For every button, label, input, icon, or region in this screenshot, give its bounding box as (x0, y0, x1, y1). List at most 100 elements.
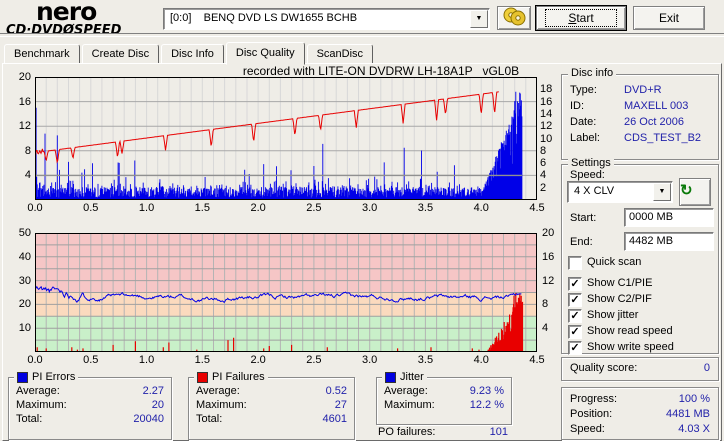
stats-label: Total: (196, 413, 223, 425)
nero-logo-text: nero (36, 0, 97, 26)
axis-tick: 16 (540, 95, 553, 108)
axis-tick: 3.0 (362, 202, 378, 214)
axis-tick: 4 (542, 322, 549, 335)
progress-label: Progress: (570, 392, 618, 405)
tab-benchmark[interactable]: Benchmark (4, 44, 80, 64)
progress-value: 4481 MB (665, 407, 710, 420)
end-position-field[interactable]: 4482 MB (624, 232, 714, 251)
axis-tick: 4 (540, 169, 547, 182)
stats-box-title-text: PI Failures (212, 371, 265, 383)
disc-info-group: Disc info Type: DVD+R ID: MAXELL 003 Date: 26… (561, 67, 719, 160)
stats-row: Maximum: 12.2 % (377, 398, 511, 412)
checkbox-show-c1-pie[interactable]: ✓ Show C1/PIE (568, 276, 718, 292)
stats-value: 0.52 (325, 385, 347, 397)
disc-info-row: ID: MAXELL 003 (562, 100, 718, 116)
speed-select-value: 4 X CLV (574, 185, 615, 197)
tab-scandisc[interactable]: ScanDisc (306, 44, 374, 64)
logo-slash-icon: Ø (62, 23, 74, 38)
chart-title: recorded with LITE-ON DVDRW LH-18A1P vGL… (242, 64, 520, 78)
start-button[interactable]: Start (536, 6, 626, 30)
logo-cddvd: CD·DVD (6, 23, 63, 38)
axis-tick: 16 (542, 250, 555, 263)
stats-box-pi-failures: PI Failures Average: 0.52 Maximum: 27 Total: 4… (188, 371, 355, 440)
stats-label: Average: (384, 385, 428, 397)
stats-value: 20040 (133, 413, 164, 425)
axis-tick: 14 (540, 107, 553, 120)
chevron-down-icon[interactable]: ▼ (470, 10, 488, 28)
start-position-label: Start: (570, 212, 597, 224)
checkbox-box[interactable]: ✓ (568, 309, 582, 323)
axis-tick: 0.5 (83, 354, 99, 366)
speed-select[interactable]: 4 X CLV ▼ (567, 181, 673, 203)
axis-tick: 8 (540, 144, 547, 157)
axis-tick: 0.0 (27, 202, 43, 214)
progress-label: Position: (570, 407, 613, 420)
progress-row: Position: 4481 MB (562, 406, 718, 421)
disc-info-row: Date: 26 Oct 2006 (562, 116, 718, 132)
jitter-chart-x-axis: 0.0 0.5 1.0 1.5 2.0 2.5 3.0 3.5 4.0 4.5 (27, 354, 555, 367)
axis-tick: 20 (542, 227, 555, 239)
legend-color-swatch (197, 371, 208, 383)
axis-tick: 6 (540, 157, 547, 170)
exit-button[interactable]: Exit (633, 6, 705, 30)
axis-tick: 8 (24, 144, 31, 157)
chevron-down-icon[interactable]: ▼ (653, 183, 671, 201)
axis-tick: 20 (18, 298, 31, 311)
logo-speed: SPEED (73, 23, 122, 38)
checkbox-show-write-speed[interactable]: ✓ Show write speed (568, 340, 718, 356)
checkbox-show-read-speed[interactable]: ✓ Show read speed (568, 324, 718, 340)
axis-tick: 1.0 (138, 202, 155, 214)
progress-box: Progress: 100 % Position: 4481 MB Speed: 4.03… (561, 387, 719, 440)
checkbox-box[interactable]: ✓ (568, 341, 582, 355)
quality-score-box: Quality score: 0 (561, 357, 719, 381)
checkbox-label: Show C2/PIF (587, 293, 652, 305)
stats-value: 12.2 % (469, 399, 504, 411)
axis-tick: 18 (540, 83, 553, 96)
checkbox-quick-scan[interactable]: Quick scan (568, 255, 718, 271)
drive-select[interactable]: [0:0] BENQ DVD LS DW1655 BCHB ▼ (163, 8, 490, 30)
po-failures-value: 101 (489, 426, 508, 438)
speed-label: Speed: (570, 169, 605, 181)
checkbox-label: Show C1/PIE (587, 277, 653, 289)
checkbox-box[interactable] (568, 256, 582, 270)
stats-row: Average: 2.27 (9, 384, 171, 398)
disc-info-button[interactable] (497, 6, 531, 30)
disc-info-label: ID: (570, 100, 585, 112)
stats-row: Total: 20040 (9, 412, 171, 426)
axis-tick: 8 (542, 298, 549, 311)
checkbox-box[interactable]: ✓ (568, 325, 582, 339)
disc-info-rows: Type: DVD+R ID: MAXELL 003 Date: 26 Oct 2006 L… (562, 75, 718, 148)
checkbox-show-c2-pif[interactable]: ✓ Show C2/PIF (568, 292, 718, 308)
quality-chart (34, 77, 537, 200)
checkbox-show-jitter[interactable]: ✓ Show jitter (568, 308, 718, 324)
refresh-button[interactable]: ↻ (679, 178, 711, 206)
stats-box-title-text: PI Errors (32, 371, 76, 383)
quality-score-value: 0 (703, 362, 710, 374)
axis-tick: 3.5 (417, 354, 434, 366)
axis-tick: 2.5 (306, 202, 322, 214)
legend-color-swatch (17, 371, 28, 383)
axis-tick: 2.0 (250, 202, 266, 214)
disc-info-value: 26 Oct 2006 (624, 116, 684, 128)
legend-color-swatch (385, 371, 396, 383)
tab-bar: Benchmark Create Disc Disc Info Disc Qualit… (4, 42, 375, 65)
tab-disc-quality[interactable]: Disc Quality (225, 42, 305, 65)
jitter-chart-left-axis: 10 20 30 40 50 (2, 227, 31, 352)
tab-create-disc[interactable]: Create Disc (81, 44, 160, 64)
axis-tick: 4 (24, 169, 31, 182)
disc-info-row: Label: CDS_TEST_B2 (562, 132, 718, 148)
disc-info-label: Label: (570, 132, 600, 144)
cd-dvd-speed-logo-text: CD·DVDØSPEED (6, 23, 156, 38)
checkbox-box[interactable]: ✓ (568, 277, 582, 291)
axis-tick: 0.5 (83, 202, 99, 214)
tab-disc-info[interactable]: Disc Info (161, 44, 224, 64)
settings-group: Settings Speed: 4 X CLV ▼ ↻ Start: 0000 … (561, 157, 719, 356)
stats-value: 9.23 % (469, 385, 504, 397)
axis-tick: 10 (540, 132, 553, 145)
axis-tick: 50 (18, 227, 31, 239)
start-position-field[interactable]: 0000 MB (624, 208, 714, 227)
stats-value: 2.27 (142, 385, 164, 397)
checkbox-box[interactable]: ✓ (568, 293, 582, 307)
scan-options: Quick scan ✓ Show C1/PIE ✓ Show C2/PIF ✓ Show … (562, 255, 718, 356)
